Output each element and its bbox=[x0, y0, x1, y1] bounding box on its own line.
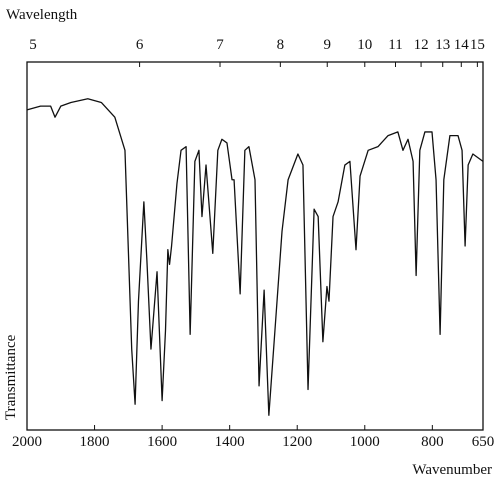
x2-tick-label: 15 bbox=[470, 37, 485, 53]
x-tick-label: 1400 bbox=[215, 434, 245, 450]
x2-tick-label: 7 bbox=[216, 37, 224, 53]
x2-tick-label: 8 bbox=[277, 37, 285, 53]
spectrum-line bbox=[26, 98, 484, 416]
x-tick-label: 800 bbox=[421, 434, 444, 450]
x2-tick-label: 13 bbox=[435, 37, 450, 53]
plot-frame bbox=[26, 61, 484, 431]
x2-axis-title: Wavelength bbox=[6, 7, 78, 23]
x-tick-label: 1000 bbox=[350, 434, 380, 450]
x2-tick-label: 10 bbox=[357, 37, 372, 53]
x-tick-label: 1200 bbox=[282, 434, 312, 450]
x-axis-title: Wavenumber bbox=[412, 462, 492, 478]
x2-tick-label: 5 bbox=[29, 37, 37, 53]
x-tick-label: 650 bbox=[472, 434, 495, 450]
x2-tick-label: 11 bbox=[388, 37, 402, 53]
x2-tick-label: 12 bbox=[414, 37, 429, 53]
x2-tick-label: 6 bbox=[136, 37, 144, 53]
x2-tick-label: 14 bbox=[454, 37, 470, 53]
x-tick-label: 2000 bbox=[12, 434, 42, 450]
x-tick-label: 1600 bbox=[147, 434, 177, 450]
y-axis-title: Transmittance bbox=[3, 334, 19, 420]
x2-tick-label: 9 bbox=[323, 37, 331, 53]
x-tick-label: 1800 bbox=[80, 434, 110, 450]
